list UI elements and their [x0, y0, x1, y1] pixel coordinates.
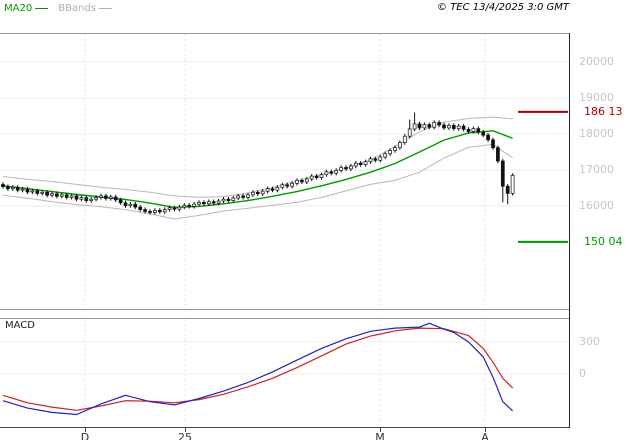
bb-upper-line	[2, 116, 513, 198]
price-axis-label: 20000	[579, 55, 614, 68]
level-label: 150 04	[584, 234, 623, 248]
price-axis-label: 16000	[579, 199, 614, 212]
legend-item-bbands: BBands	[58, 3, 112, 14]
time-axis-label: 25	[178, 431, 192, 440]
line-swatch-icon	[35, 8, 49, 9]
legend-label: BBands	[58, 3, 96, 14]
ma20-line	[2, 130, 513, 209]
candles	[1, 112, 515, 215]
copyright-text: © TEC 13/4/2025 3:0 GMT	[437, 2, 569, 13]
bb-lower-line	[2, 143, 513, 220]
macd-panel	[0, 318, 570, 428]
price-vgrid	[84, 34, 486, 309]
time-axis-tick	[85, 428, 86, 432]
time-axis-label: M	[375, 431, 385, 440]
legend-label: MA20	[4, 3, 33, 14]
line-swatch-icon	[98, 8, 112, 9]
price-axis-label: 19000	[579, 91, 614, 104]
macd-axis-label: 300	[579, 335, 600, 348]
price-axis-label: 17000	[579, 163, 614, 176]
macd-axis-label: 0	[579, 367, 586, 380]
chart-legend: MA20 BBands	[4, 3, 112, 14]
price-panel	[0, 33, 570, 310]
level-label: 186 13	[584, 104, 623, 118]
time-axis-tick	[185, 428, 186, 432]
time-axis-label: D	[80, 431, 90, 440]
time-axis-tick	[485, 428, 486, 432]
macd-line	[2, 322, 514, 416]
macd-panel-label: MACD	[5, 320, 35, 331]
right-axis-line	[569, 33, 570, 428]
signal-line	[2, 327, 514, 411]
price-axis-label: 18000	[579, 127, 614, 140]
time-axis-tick	[380, 428, 381, 432]
legend-item-ma20: MA20	[4, 3, 49, 14]
time-axis-label: A	[481, 431, 489, 440]
